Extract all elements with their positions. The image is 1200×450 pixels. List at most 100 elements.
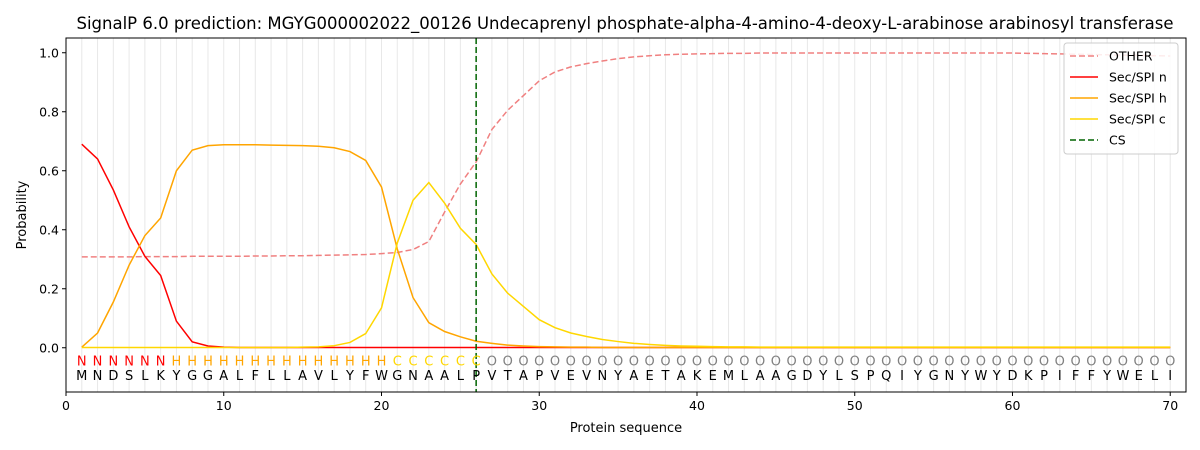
residue-letter: L	[267, 369, 275, 384]
residue-letter: L	[283, 369, 291, 384]
residue-letter: I	[1058, 369, 1062, 384]
residue-letter: A	[219, 369, 228, 384]
region-label: H	[203, 354, 213, 369]
residue-letter: A	[440, 369, 449, 384]
region-label: O	[928, 354, 938, 369]
region-label: O	[581, 354, 591, 369]
region-label: O	[723, 354, 733, 369]
residue-letter: P	[867, 369, 875, 384]
region-label: H	[172, 354, 182, 369]
region-label: C	[409, 354, 418, 369]
region-label: H	[250, 354, 260, 369]
legend-label: Sec/SPI c	[1109, 112, 1166, 127]
region-label: O	[676, 354, 686, 369]
region-label: C	[424, 354, 433, 369]
region-label: H	[298, 354, 308, 369]
residue-letter: L	[741, 369, 749, 384]
region-label: O	[1134, 354, 1144, 369]
region-label: H	[329, 354, 339, 369]
residue-letter: W	[1116, 369, 1129, 384]
residue-letter: A	[519, 369, 528, 384]
residue-letter: L	[236, 369, 244, 384]
region-label: O	[976, 354, 986, 369]
legend-label: OTHER	[1109, 49, 1153, 64]
residue-letter: A	[771, 369, 780, 384]
residue-letter: L	[457, 369, 465, 384]
residue-letter: S	[125, 369, 133, 384]
region-label: C	[472, 354, 481, 369]
y-tick-label: 1.0	[39, 45, 59, 60]
series-line-sec-spi-c	[81, 181, 1171, 349]
plot-area	[81, 38, 1171, 392]
residue-letter: F	[252, 369, 259, 384]
x-tick-label: 10	[216, 398, 232, 413]
residue-letter: E	[1135, 369, 1143, 384]
x-tick-label: 0	[62, 398, 70, 413]
residue-letter: F	[1072, 369, 1079, 384]
region-label: O	[771, 354, 781, 369]
residue-letter: F	[362, 369, 369, 384]
region-label: O	[1055, 354, 1065, 369]
series-line-other	[81, 52, 1171, 258]
residue-letter: A	[756, 369, 765, 384]
x-axis-label: Protein sequence	[570, 421, 682, 436]
region-label: O	[881, 354, 891, 369]
residue-letter: V	[582, 369, 591, 384]
residue-letter: E	[646, 369, 654, 384]
residue-letter: G	[203, 369, 213, 384]
residue-letter: N	[408, 369, 418, 384]
residue-letter: P	[472, 369, 480, 384]
region-label: O	[566, 354, 576, 369]
x-tick-label: 20	[374, 398, 390, 413]
region-label: O	[660, 354, 670, 369]
y-tick-label: 0.6	[39, 163, 59, 178]
residue-letter: Y	[818, 369, 827, 384]
region-label: O	[834, 354, 844, 369]
region-label: O	[944, 354, 954, 369]
series-line-sec-spi-n	[81, 143, 1171, 349]
residue-letter: T	[660, 369, 669, 384]
region-label: H	[219, 354, 229, 369]
region-label: N	[124, 354, 134, 369]
residue-letter: V	[551, 369, 560, 384]
region-label: O	[503, 354, 513, 369]
region-label: N	[108, 354, 118, 369]
residue-letter: I	[900, 369, 904, 384]
region-label: O	[1102, 354, 1112, 369]
region-label: N	[93, 354, 103, 369]
region-label: H	[235, 354, 245, 369]
residue-letter: A	[677, 369, 686, 384]
region-label: H	[345, 354, 355, 369]
y-tick-label: 0.2	[39, 281, 59, 296]
region-label: O	[629, 354, 639, 369]
plot-frame	[65, 37, 1187, 393]
residue-letter: D	[1007, 369, 1017, 384]
region-label: O	[992, 354, 1002, 369]
residue-letter: T	[503, 369, 512, 384]
region-label: O	[913, 354, 923, 369]
region-label: H	[377, 354, 387, 369]
residue-letter: G	[187, 369, 197, 384]
residue-letter: E	[709, 369, 717, 384]
residue-letter: G	[929, 369, 939, 384]
y-tick-label: 0.0	[39, 340, 59, 355]
region-label: N	[156, 354, 166, 369]
residue-letter: A	[424, 369, 433, 384]
region-label: N	[77, 354, 87, 369]
region-label: O	[960, 354, 970, 369]
region-label: O	[1118, 354, 1128, 369]
residue-letter: A	[629, 369, 638, 384]
residue-letter: Y	[913, 369, 922, 384]
region-label: N	[140, 354, 150, 369]
region-label: O	[897, 354, 907, 369]
residue-letter: Q	[881, 369, 891, 384]
y-tick-label: 0.4	[39, 222, 59, 237]
region-label: H	[187, 354, 197, 369]
residue-letter: L	[141, 369, 149, 384]
residue-letter: P	[1040, 369, 1048, 384]
x-tick-label: 30	[531, 398, 547, 413]
chart-title: SignalP 6.0 prediction: MGYG000002022_00…	[76, 14, 1173, 34]
x-tick-label: 40	[689, 398, 705, 413]
residue-letter: D	[108, 369, 118, 384]
residue-letter: G	[392, 369, 402, 384]
